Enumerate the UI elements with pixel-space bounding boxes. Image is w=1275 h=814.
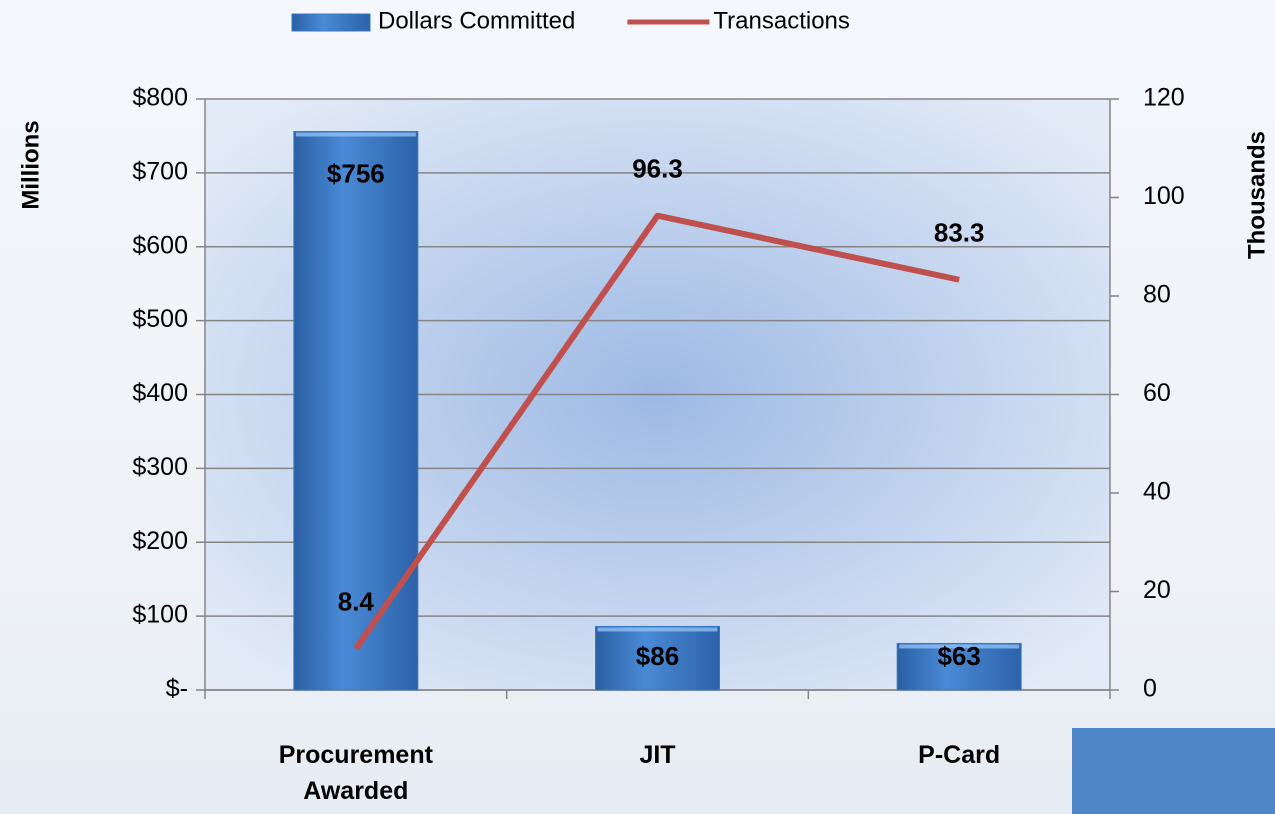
x-tick-label: JIT [639, 741, 676, 769]
legend-label: Dollars Committed [378, 7, 575, 34]
bar-highlight [295, 132, 416, 137]
y-tick-label: $700 [132, 157, 188, 185]
bar-highlight [597, 627, 718, 632]
bar [595, 625, 720, 691]
y2-tick-label: 0 [1143, 675, 1157, 703]
line [353, 212, 960, 651]
data-label: 96.3 [632, 154, 683, 184]
y-tick-label: $600 [132, 231, 188, 259]
x-tick-label: Procurement Awarded [278, 741, 433, 805]
y2-tick-label: 120 [1143, 84, 1185, 112]
legend-label: Transactions [713, 7, 850, 34]
y-axis-title: Millions [17, 120, 44, 209]
data-label: $63 [937, 641, 980, 671]
y-tick-label: $300 [132, 453, 188, 481]
bar [896, 642, 1022, 691]
x-tick-label: P-Card [918, 741, 1001, 769]
bar [293, 131, 419, 691]
data-label: 8.4 [338, 587, 375, 617]
data-label: 83.3 [934, 218, 985, 248]
y2-tick-label: 60 [1143, 379, 1171, 407]
y-tick-label: $800 [132, 84, 188, 112]
y2-tick-label: 20 [1143, 576, 1171, 604]
y2-tick-label: 100 [1143, 182, 1185, 210]
data-label: $86 [636, 641, 679, 671]
y2-tick-label: 80 [1143, 281, 1171, 309]
bar-highlight [899, 644, 1020, 649]
y-tick-label: $400 [132, 379, 188, 407]
legend-swatch [291, 13, 371, 32]
data-label: $756 [327, 158, 385, 188]
y-tick-label: $500 [132, 305, 188, 333]
y-tick-label: $100 [132, 601, 188, 629]
y-tick-label: $200 [132, 527, 188, 555]
decoration [1072, 728, 1275, 814]
y2-tick-label: 40 [1143, 478, 1171, 506]
y2-axis-title: Thousands [1243, 131, 1270, 259]
y-tick-label: $- [166, 675, 188, 703]
